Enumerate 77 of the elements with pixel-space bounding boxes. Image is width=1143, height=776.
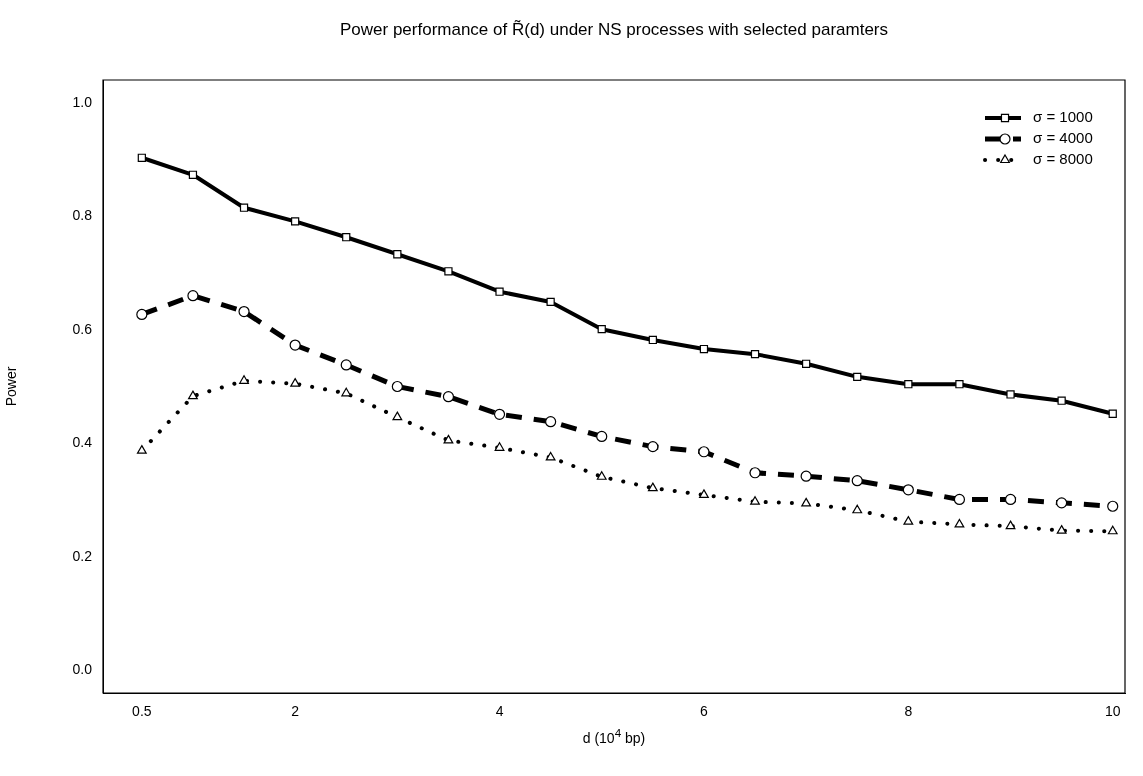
point (801, 497, 812, 507)
y-tick-label: 0.0 (72, 661, 93, 678)
point (596, 471, 607, 480)
point (852, 504, 863, 514)
point (187, 290, 199, 302)
y-tick-label: 0.6 (72, 320, 93, 337)
y-tick-label: 0.2 (72, 547, 93, 564)
x-tick-label: 8 (904, 703, 913, 720)
legend-label: σ = 8000 (1033, 150, 1093, 168)
point (442, 391, 455, 403)
point (904, 380, 913, 389)
point (444, 267, 453, 276)
point (647, 482, 658, 492)
point (493, 408, 506, 420)
point (545, 451, 556, 461)
x-axis-title: d (10$^{4}$ bp) (581, 726, 647, 746)
point (1057, 396, 1066, 405)
point (392, 411, 403, 421)
point (391, 380, 403, 393)
point (1107, 500, 1119, 512)
point (443, 434, 454, 444)
point (1107, 525, 1118, 535)
chart-title: Power performance of R̃(d) under NS processes with selected paramters (339, 20, 889, 40)
y-tick-label: 1.0 (72, 93, 93, 110)
point (1006, 390, 1015, 399)
point (290, 378, 301, 387)
point (699, 344, 709, 354)
point (954, 518, 965, 528)
point (596, 430, 608, 443)
point (188, 170, 198, 179)
x-tick-label: 10 (1104, 703, 1121, 720)
point (648, 335, 657, 345)
point (647, 441, 659, 453)
point (597, 325, 606, 334)
point (698, 446, 710, 458)
x-tick-label: 0.5 (132, 703, 152, 720)
y-tick-label: 0.8 (72, 207, 93, 224)
point (546, 297, 555, 307)
y-tick-label: 0.4 (72, 434, 93, 451)
point (137, 153, 146, 162)
point (902, 484, 914, 496)
point (750, 350, 760, 359)
x-tick-label: 2 (291, 703, 300, 720)
point (1056, 497, 1068, 509)
point (545, 416, 557, 428)
point (495, 287, 504, 296)
legend-label: σ = 1000 (1033, 108, 1093, 126)
x-tick-label: 4 (495, 703, 504, 720)
point (136, 308, 148, 321)
point (291, 217, 300, 226)
point (749, 467, 761, 479)
point (750, 496, 760, 505)
point (289, 339, 301, 351)
point (340, 359, 352, 371)
point (800, 470, 812, 482)
point (238, 305, 250, 318)
point (239, 375, 249, 384)
point (1056, 525, 1067, 534)
point (1108, 409, 1117, 418)
point (1005, 520, 1016, 530)
point (851, 475, 863, 487)
point (903, 515, 914, 525)
point (393, 250, 402, 259)
point (699, 489, 709, 499)
point (136, 445, 147, 454)
legend-label: σ = 4000 (1033, 129, 1093, 147)
point (1004, 493, 1017, 506)
point (802, 359, 811, 368)
point (188, 390, 198, 400)
point (955, 380, 964, 389)
point (494, 442, 505, 451)
point (342, 233, 351, 242)
y-axis-title: Power (3, 366, 20, 407)
point (239, 203, 249, 212)
point (853, 372, 862, 381)
point (953, 493, 966, 506)
x-tick-label: 6 (700, 703, 709, 720)
